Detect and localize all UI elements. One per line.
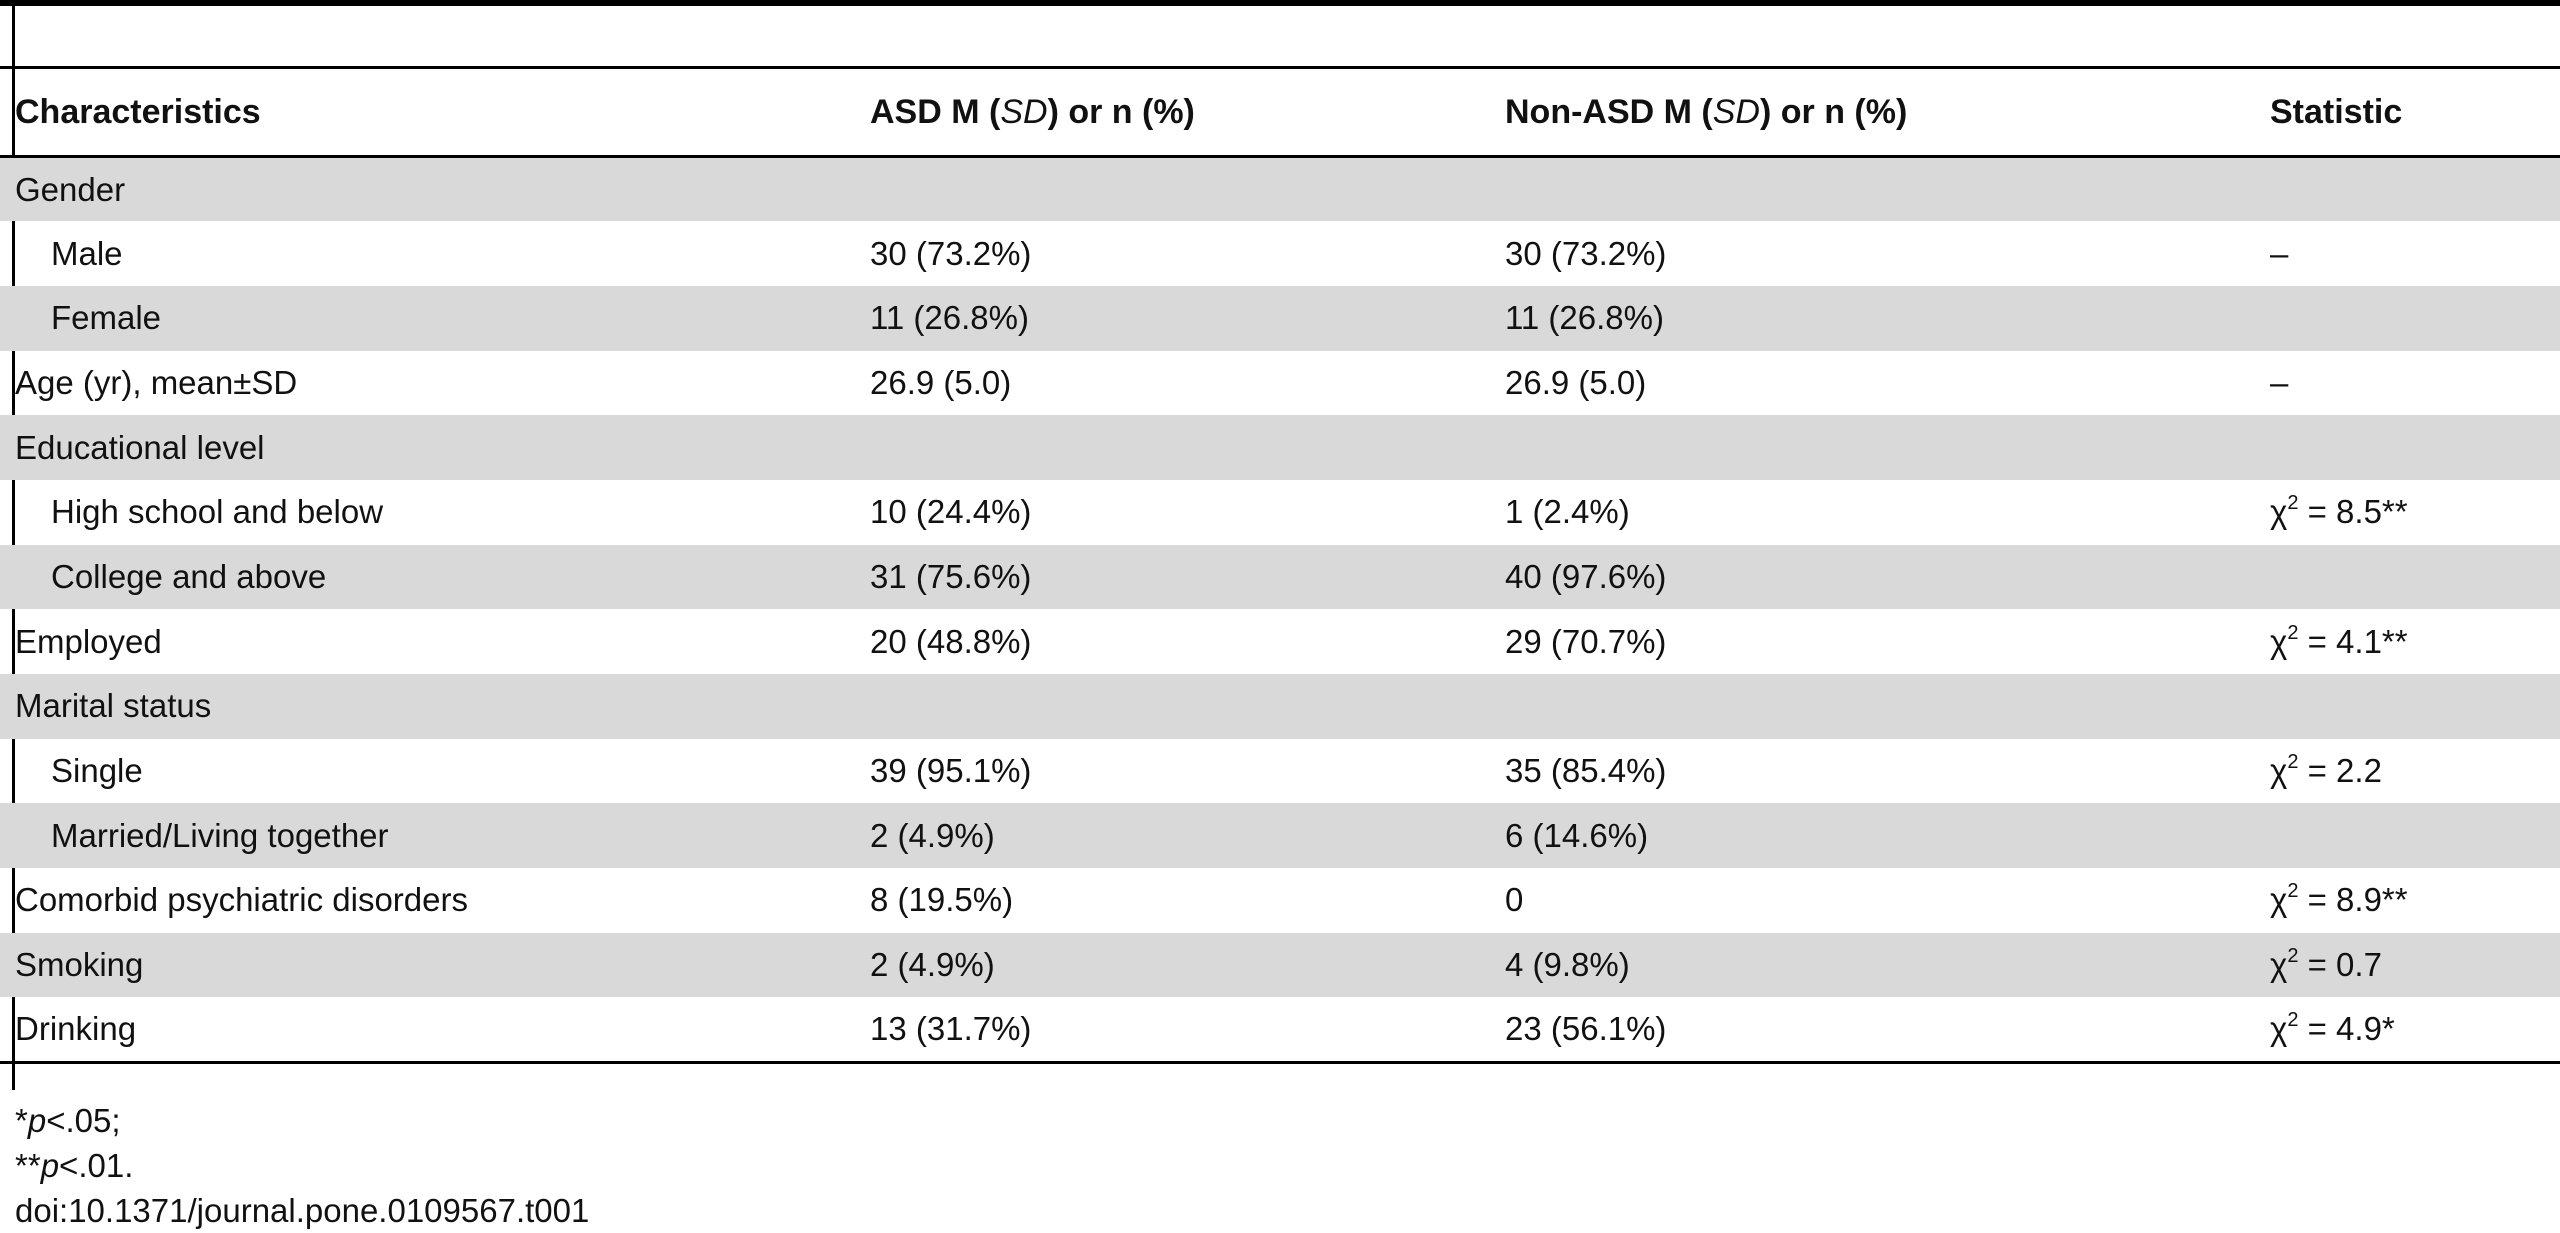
asd-value: 2 (4.9%) xyxy=(855,932,1490,998)
table-row: High school and below 10 (24.4%) 1 (2.4%… xyxy=(0,480,2560,545)
row-label: Employed xyxy=(15,622,162,660)
table-footnotes: *p<.05; **p<.01. doi:10.1371/journal.pon… xyxy=(15,1098,589,1233)
asd-value: 26.9 (5.0) xyxy=(870,363,1012,401)
statistic-value: χ2 = 0.7 xyxy=(2255,932,2560,998)
non-asd-value: 11 (26.8%) xyxy=(1490,285,2255,351)
row-label: Single xyxy=(51,752,143,790)
header-non-asd: Non-ASD M (SD) or n (%) xyxy=(1490,66,2255,158)
table-row: Female 11 (26.8%) 11 (26.8%) xyxy=(0,285,2560,351)
asd-value: 13 (31.7%) xyxy=(855,997,1490,1064)
statistic-value xyxy=(2255,544,2560,610)
table-row: Smoking 2 (4.9%) 4 (9.8%) χ2 = 0.7 xyxy=(0,932,2560,998)
row-label: High school and below xyxy=(51,493,384,531)
doi-reference: doi:10.1371/journal.pone.0109567.t001 xyxy=(15,1192,590,1229)
non-asd-value: 35 (85.4%) xyxy=(1505,752,1667,790)
characteristics-table-container: Characteristics ASD M (SD) or n (%) Non-… xyxy=(0,66,2560,1064)
statistic-value xyxy=(2255,156,2560,222)
asd-value: 2 (4.9%) xyxy=(855,803,1490,869)
asd-value: 11 (26.8%) xyxy=(855,285,1490,351)
row-label: Female xyxy=(0,285,855,351)
non-asd-value xyxy=(1490,415,2255,480)
table-header-row: Characteristics ASD M (SD) or n (%) Non-… xyxy=(0,66,2560,158)
non-asd-value: 1 (2.4%) xyxy=(1505,493,1630,531)
non-asd-value: 26.9 (5.0) xyxy=(1505,363,1647,401)
statistic-value: – xyxy=(2270,363,2289,401)
row-label: Comorbid psychiatric disorders xyxy=(15,881,468,919)
non-asd-value: 40 (97.6%) xyxy=(1490,544,2255,610)
statistic-value: χ2 = 8.5** xyxy=(2270,492,2408,531)
row-label: Smoking xyxy=(0,932,855,998)
statistic-value: – xyxy=(2270,234,2289,272)
table-row: Married/Living together 2 (4.9%) 6 (14.6… xyxy=(0,803,2560,869)
row-label: Educational level xyxy=(0,415,855,480)
row-label: College and above xyxy=(0,544,855,610)
statistic-value: χ2 = 4.1** xyxy=(2270,621,2408,660)
asd-value: 20 (48.8%) xyxy=(870,622,1032,660)
table-row: Comorbid psychiatric disorders 8 (19.5%)… xyxy=(0,868,2560,933)
asd-value xyxy=(855,156,1490,222)
row-label: Male xyxy=(51,234,123,272)
asd-value: 8 (19.5%) xyxy=(870,881,1014,919)
non-asd-value: 23 (56.1%) xyxy=(1490,997,2255,1064)
non-asd-value xyxy=(1490,674,2255,739)
row-label: Married/Living together xyxy=(0,803,855,869)
table-row: Marital status xyxy=(0,674,2560,739)
table-row: Age (yr), mean±SD 26.9 (5.0) 26.9 (5.0) … xyxy=(0,351,2560,416)
asd-value: 10 (24.4%) xyxy=(870,493,1032,531)
non-asd-value: 6 (14.6%) xyxy=(1490,803,2255,869)
non-asd-value: 29 (70.7%) xyxy=(1505,622,1667,660)
characteristics-table: Characteristics ASD M (SD) or n (%) Non-… xyxy=(0,66,2560,1064)
asd-value xyxy=(855,674,1490,739)
table-row: Drinking 13 (31.7%) 23 (56.1%) χ2 = 4.9* xyxy=(0,997,2560,1064)
non-asd-value xyxy=(1490,156,2255,222)
non-asd-value: 0 xyxy=(1505,881,1524,919)
header-characteristics: Characteristics xyxy=(0,66,855,158)
footnote-significance-01: **p<.01. xyxy=(15,1147,134,1184)
asd-value: 39 (95.1%) xyxy=(870,752,1032,790)
statistic-value: χ2 = 4.9* xyxy=(2255,997,2560,1064)
statistic-value xyxy=(2255,803,2560,869)
non-asd-value: 30 (73.2%) xyxy=(1505,234,1667,272)
table-row: College and above 31 (75.6%) 40 (97.6%) xyxy=(0,544,2560,610)
table-row: Single 39 (95.1%) 35 (85.4%) χ2 = 2.2 xyxy=(0,739,2560,804)
table-row: Male 30 (73.2%) 30 (73.2%) – xyxy=(0,221,2560,286)
asd-value: 31 (75.6%) xyxy=(855,544,1490,610)
table-row: Gender xyxy=(0,156,2560,222)
header-asd: ASD M (SD) or n (%) xyxy=(855,66,1490,158)
top-border xyxy=(0,0,2560,6)
statistic-value: χ2 = 8.9** xyxy=(2270,880,2408,919)
table-row: Educational level xyxy=(0,415,2560,480)
statistic-value xyxy=(2255,674,2560,739)
statistic-value: χ2 = 2.2 xyxy=(2270,751,2382,790)
header-statistic: Statistic xyxy=(2255,66,2560,158)
row-label: Gender xyxy=(0,156,855,222)
row-label: Age (yr), mean±SD xyxy=(15,363,298,401)
row-label: Drinking xyxy=(0,997,855,1064)
statistic-value xyxy=(2255,415,2560,480)
statistic-value xyxy=(2255,285,2560,351)
asd-value xyxy=(855,415,1490,480)
table-row: Employed 20 (48.8%) 29 (70.7%) χ2 = 4.1*… xyxy=(0,609,2560,674)
non-asd-value: 4 (9.8%) xyxy=(1490,932,2255,998)
footnote-significance-05: *p<.05; xyxy=(15,1102,121,1139)
asd-value: 30 (73.2%) xyxy=(870,234,1032,272)
row-label: Marital status xyxy=(0,674,855,739)
